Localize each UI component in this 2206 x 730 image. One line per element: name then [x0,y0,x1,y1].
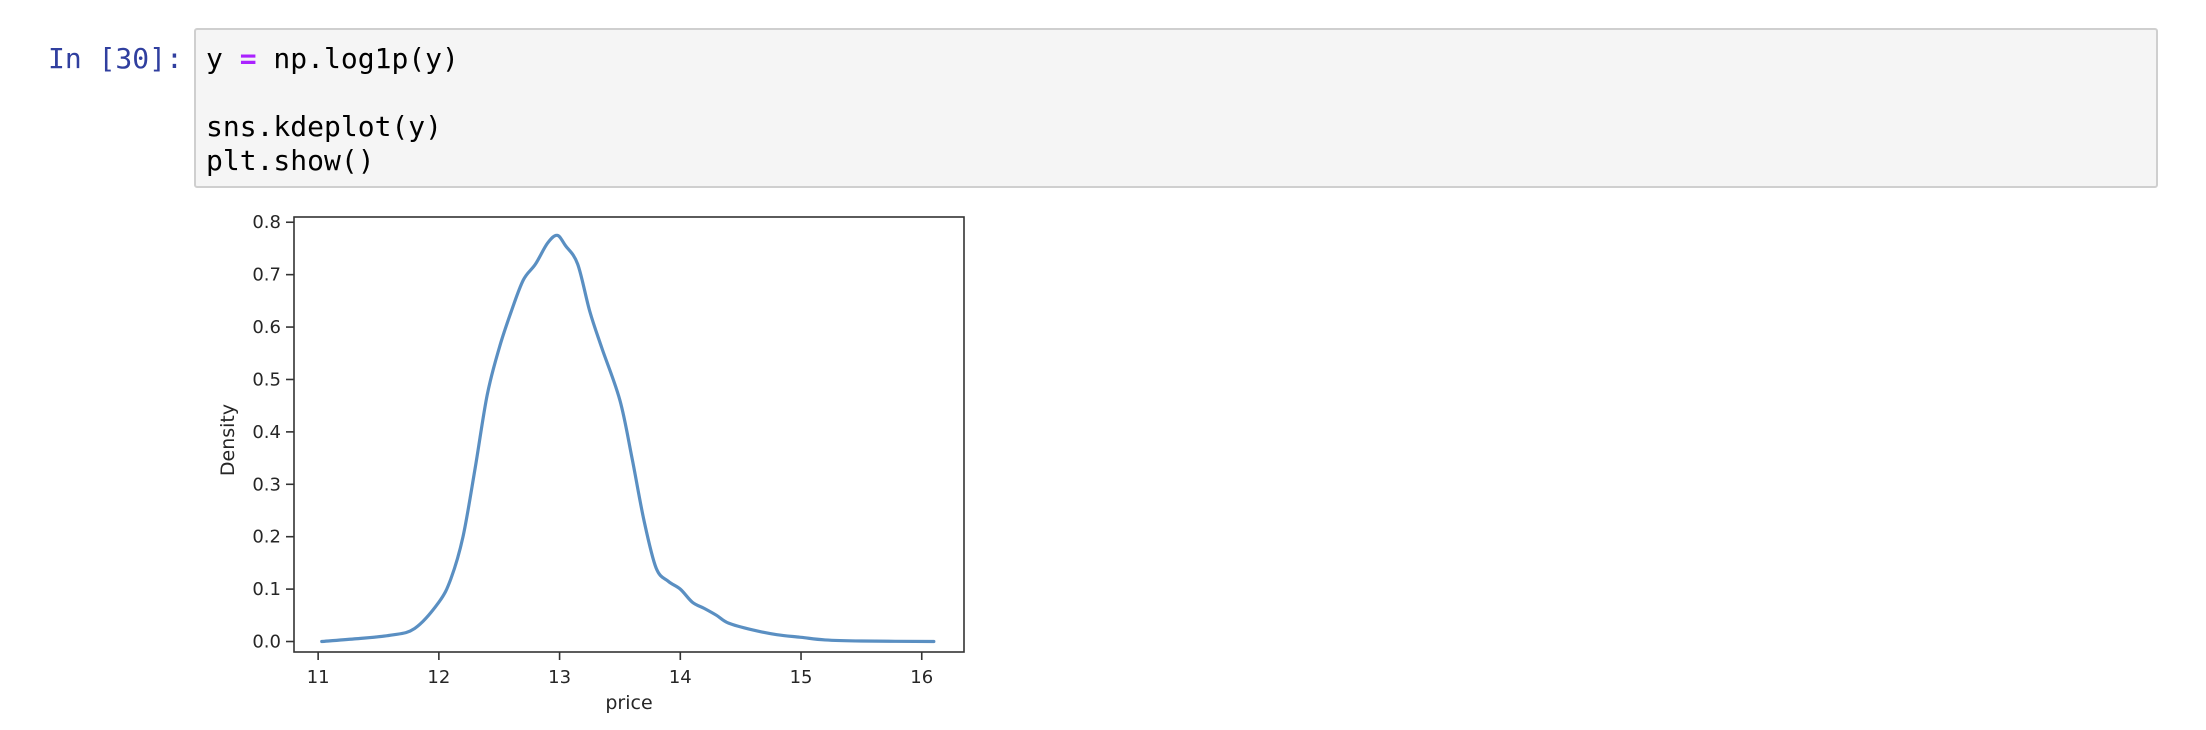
density-curve [320,233,936,644]
code-line: y = np.log1p(y) [206,42,459,76]
code-line: plt.show() [206,144,459,178]
code-editor[interactable]: y = np.log1p(y) sns.kdeplot(y) plt.show() [206,42,459,178]
y-axis: 0.0 0.1 0.2 0.3 0.4 0.5 0.6 0.7 0.8 [252,212,294,653]
y-tick-label: 0.7 [252,265,281,286]
cell-output-area: 0.0 0.1 0.2 0.3 0.4 0.5 0.6 0.7 0.8 11 12 13 14 15 16… [194,200,994,726]
y-tick-label: 0.2 [252,527,281,548]
code-token: plt.show() [206,144,375,177]
y-tick-label: 0.1 [252,579,281,600]
code-token: y [206,42,240,75]
code-input-area[interactable]: y = np.log1p(y) sns.kdeplot(y) plt.show() [194,28,2158,188]
x-axis: 11 12 13 14 15 16 [307,652,933,688]
y-tick-label: 0.8 [252,212,281,233]
code-operator: = [239,42,257,75]
kde-plot: 0.0 0.1 0.2 0.3 0.4 0.5 0.6 0.7 0.8 11 12 13 14 15 16… [217,212,965,714]
code-line-empty [206,76,459,110]
x-tick-label: 16 [910,667,933,688]
code-token: np.log1p(y) [256,42,459,75]
x-tick-label: 15 [790,667,813,688]
code-line: sns.kdeplot(y) [206,110,459,144]
x-tick-label: 13 [548,667,571,688]
y-tick-label: 0.0 [252,632,281,653]
x-tick-label: 14 [669,667,692,688]
code-token: sns.kdeplot(y) [206,110,443,143]
x-axis-label: price [605,692,652,714]
x-tick-label: 11 [307,667,330,688]
x-tick-label: 12 [427,667,450,688]
y-tick-label: 0.5 [252,369,281,390]
y-tick-label: 0.4 [252,422,281,443]
input-prompt: In [30]: [48,42,183,75]
y-tick-label: 0.6 [252,317,281,338]
y-tick-label: 0.3 [252,474,281,495]
y-axis-label: Density [217,404,239,476]
